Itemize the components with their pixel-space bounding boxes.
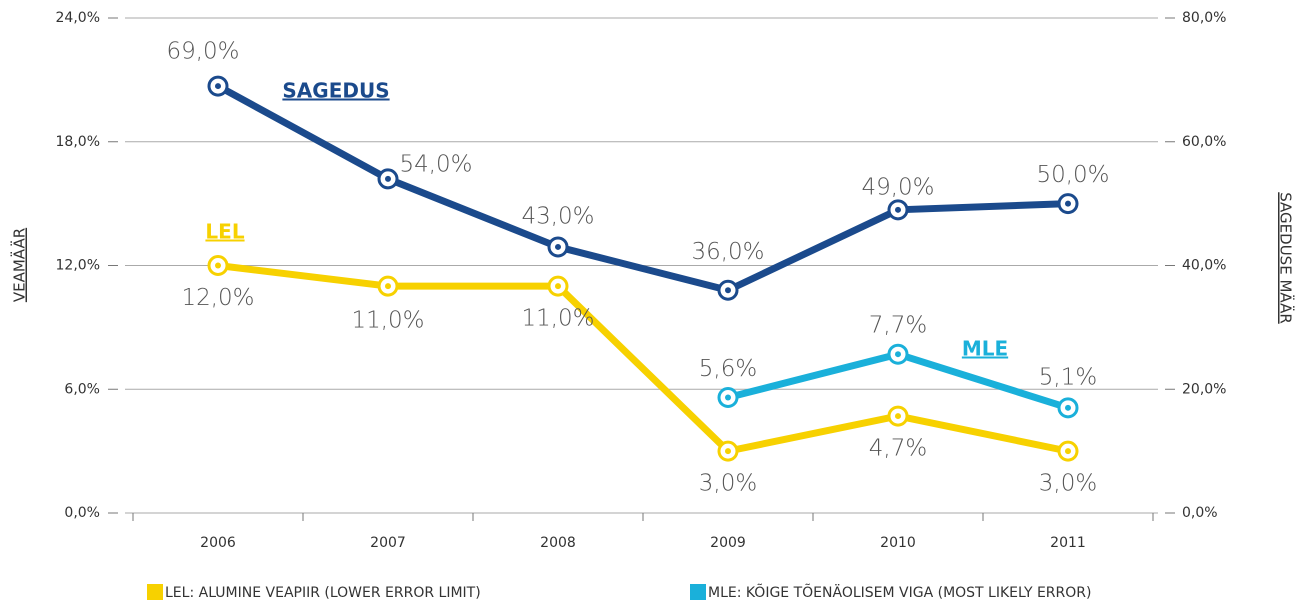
x-tick-label: 2009 xyxy=(710,535,746,551)
point-center xyxy=(725,287,731,294)
point-center xyxy=(895,413,901,420)
point-center xyxy=(385,175,391,182)
y2-tick-label: 20,0% xyxy=(1182,381,1226,397)
point-center xyxy=(1065,448,1071,455)
value-label: 5,1% xyxy=(1039,364,1097,390)
y-tick-label: 12,0% xyxy=(56,258,100,274)
series-name: SAGEDUS xyxy=(282,79,389,103)
point-center xyxy=(895,206,901,213)
x-tick-label: 2011 xyxy=(1050,535,1086,551)
x-tick-label: 2008 xyxy=(540,535,576,551)
point-center xyxy=(385,283,391,290)
series-line xyxy=(217,262,1069,455)
value-label: 11,0% xyxy=(521,306,594,332)
value-label: 5,6% xyxy=(699,356,757,382)
y2-tick-label: 0,0% xyxy=(1182,505,1218,521)
point-center xyxy=(895,351,901,358)
point-center xyxy=(725,448,731,455)
legend-swatch xyxy=(147,584,163,600)
series-name: MLE xyxy=(962,337,1008,361)
point-center xyxy=(725,394,731,401)
x-tick-label: 2006 xyxy=(200,535,236,551)
y-tick-label: 6,0% xyxy=(64,381,100,397)
x-tick-label: 2010 xyxy=(880,535,916,551)
y-tick-label: 0,0% xyxy=(64,505,100,521)
value-label: 12,0% xyxy=(181,285,254,311)
y2-tick-label: 40,0% xyxy=(1182,258,1226,274)
legend-swatch xyxy=(690,584,706,600)
point-center xyxy=(555,243,561,250)
value-label: 7,7% xyxy=(869,313,927,339)
point-center xyxy=(1065,200,1071,207)
y2-tick-label: 80,0% xyxy=(1182,10,1226,26)
legend-label: LEL: ALUMINE VEAPIIR (LOWER ERROR LIMIT) xyxy=(165,585,481,600)
value-label: 3,0% xyxy=(1039,471,1097,497)
value-label: 11,0% xyxy=(351,308,424,334)
legend-label: MLE: KÕIGE TÕENÄOLISEM VIGA (MOST LIKELY… xyxy=(708,583,1091,600)
value-label: 50,0% xyxy=(1036,162,1109,188)
y2-axis-title: SAGEDUSE MÄÄR xyxy=(1277,192,1296,324)
point-center xyxy=(1065,404,1071,411)
y-tick-label: 24,0% xyxy=(56,10,100,26)
value-label: 49,0% xyxy=(861,174,934,200)
y-axis-title: VEAMÄÄR xyxy=(10,228,29,302)
point-center xyxy=(215,262,221,269)
y-tick-label: 18,0% xyxy=(56,134,100,150)
x-tick-label: 2007 xyxy=(370,535,406,551)
series-name: LEL xyxy=(205,220,244,244)
point-center xyxy=(555,283,561,290)
value-label: 4,7% xyxy=(869,436,927,462)
value-label: 54,0% xyxy=(399,151,472,177)
value-label: 69,0% xyxy=(166,39,239,65)
point-center xyxy=(215,83,221,90)
series-line xyxy=(216,82,1069,294)
value-label: 36,0% xyxy=(691,239,764,265)
value-label: 3,0% xyxy=(699,471,757,497)
y2-tick-label: 60,0% xyxy=(1182,134,1226,150)
value-label: 43,0% xyxy=(521,203,594,229)
